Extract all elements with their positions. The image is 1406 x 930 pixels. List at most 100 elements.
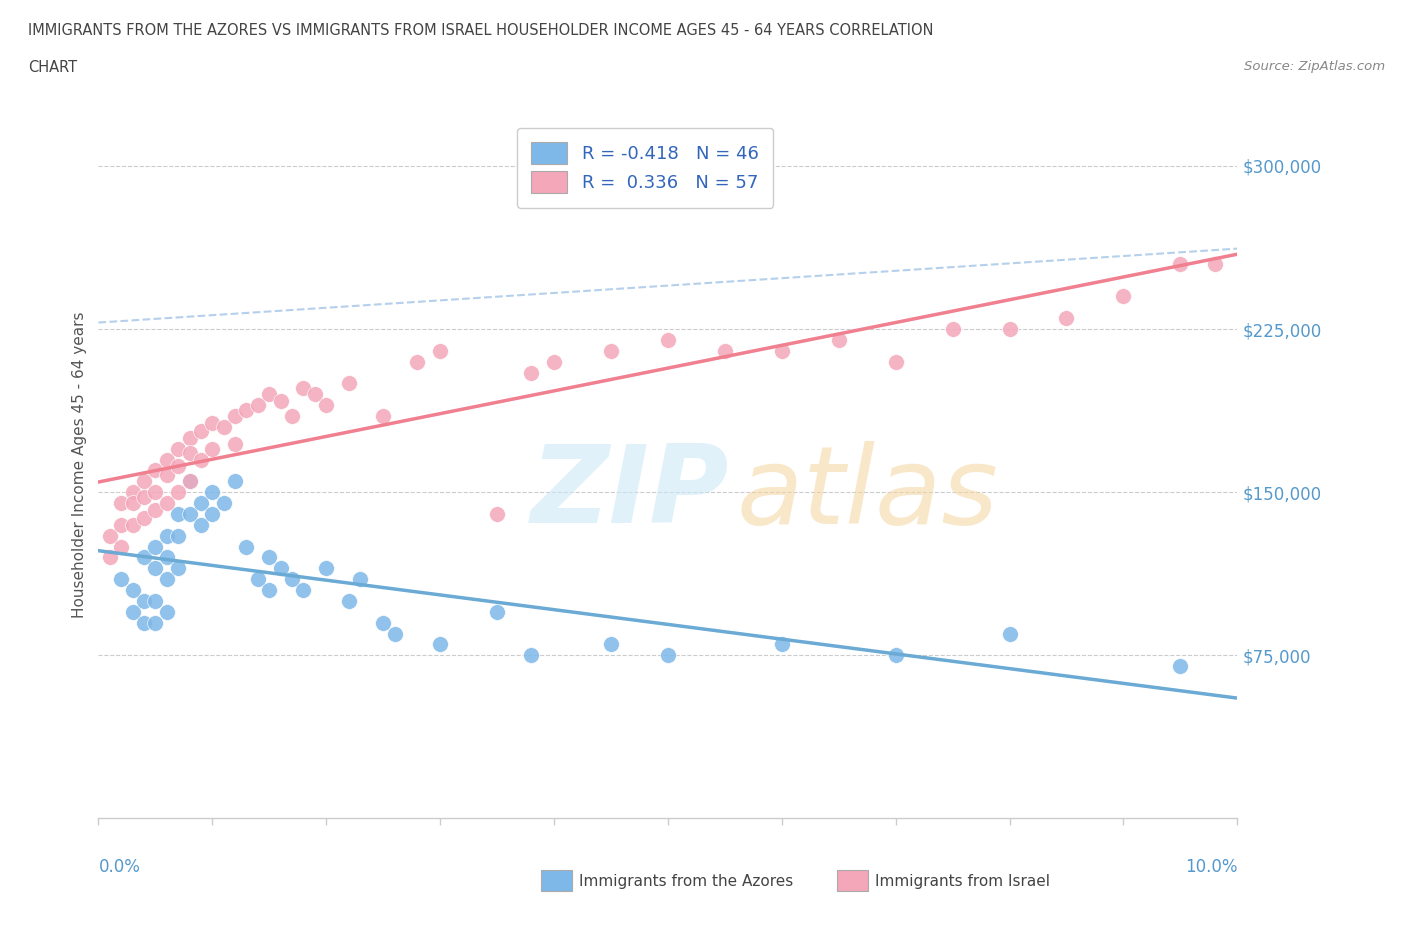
Point [235,539,257,554]
Point [145,502,167,517]
Text: 10.0%: 10.0% [1185,857,1237,875]
Y-axis label: Householder Income Ages 45 - 64 years: Householder Income Ages 45 - 64 years [72,312,87,618]
Point [828,333,851,348]
Point [1170,658,1192,673]
Point [179,445,201,460]
Point [132,550,155,565]
Point [246,398,269,413]
Point [98,550,121,565]
Point [998,626,1021,641]
Point [429,637,451,652]
Point [201,441,224,456]
Point [212,419,235,434]
Text: Immigrants from the Azores: Immigrants from the Azores [579,874,793,889]
Point [121,582,143,597]
Point [121,604,143,619]
Point [212,496,235,511]
Point [167,528,190,543]
Point [156,468,179,483]
Point [259,387,281,402]
Point [998,322,1021,337]
Point [429,343,451,358]
Point [235,402,257,417]
Point [246,572,269,587]
Point [190,424,212,439]
Point [224,408,246,423]
Point [292,380,315,395]
Text: Immigrants from Israel: Immigrants from Israel [875,874,1049,889]
Point [315,398,337,413]
Point [132,511,155,525]
Point [132,616,155,631]
Point [486,507,509,522]
Point [1112,289,1135,304]
Point [179,431,201,445]
Point [156,572,179,587]
Point [156,550,179,565]
Point [224,474,246,489]
Point [281,408,304,423]
Point [121,517,143,532]
Point [190,496,212,511]
Point [167,561,190,576]
Point [600,637,623,652]
Point [110,539,132,554]
Point [884,648,907,663]
Point [98,528,121,543]
Point [132,489,155,504]
Point [121,496,143,511]
Point [167,485,190,499]
Point [942,322,965,337]
Point [770,637,793,652]
Point [190,452,212,467]
Point [156,452,179,467]
Point [259,550,281,565]
Point [110,517,132,532]
Point [1204,257,1226,272]
Point [167,458,190,473]
Point [304,387,326,402]
Point [145,616,167,631]
Point [384,626,406,641]
Point [145,561,167,576]
Point [315,561,337,576]
Point [884,354,907,369]
Point [292,582,315,597]
Point [145,485,167,499]
Point [714,343,737,358]
Point [145,593,167,608]
Point [281,572,304,587]
Point [156,604,179,619]
Point [600,343,623,358]
Point [167,441,190,456]
Text: Source: ZipAtlas.com: Source: ZipAtlas.com [1244,60,1385,73]
Point [406,354,429,369]
Point [349,572,371,587]
Text: atlas: atlas [737,441,998,546]
Point [110,572,132,587]
Point [657,648,679,663]
Point [201,507,224,522]
Text: ZIP: ZIP [531,440,730,546]
Point [132,593,155,608]
Point [132,474,155,489]
Point [121,485,143,499]
Point [156,528,179,543]
Text: IMMIGRANTS FROM THE AZORES VS IMMIGRANTS FROM ISRAEL HOUSEHOLDER INCOME AGES 45 : IMMIGRANTS FROM THE AZORES VS IMMIGRANTS… [28,23,934,38]
Point [145,463,167,478]
Point [156,496,179,511]
Point [770,343,793,358]
Point [201,415,224,430]
Point [201,485,224,499]
Point [337,593,360,608]
Point [520,365,543,380]
Point [167,507,190,522]
Point [224,437,246,452]
Point [337,376,360,391]
Point [1170,257,1192,272]
Point [657,333,679,348]
Point [270,393,292,408]
Point [373,408,395,423]
Point [1056,311,1078,325]
Point [373,616,395,631]
